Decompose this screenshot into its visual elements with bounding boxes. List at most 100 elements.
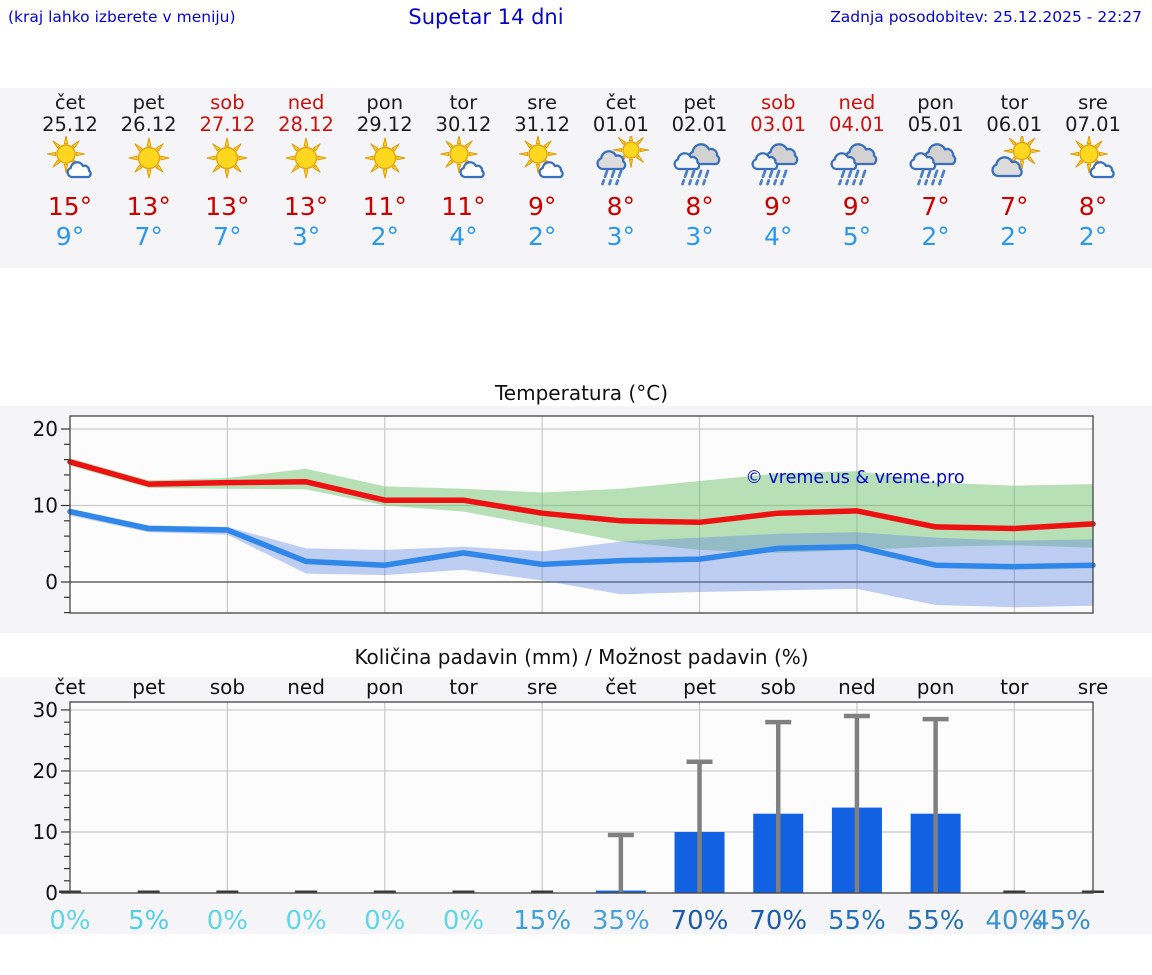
high-temperature: 15°: [47, 192, 93, 221]
rain-icon: [909, 143, 956, 186]
weather-icon-slot: [593, 136, 649, 186]
high-temperature: 11°: [362, 192, 407, 221]
precip-day-label: sob: [210, 677, 245, 699]
precip-day-label: pet: [683, 677, 716, 699]
day-name: pet: [132, 91, 165, 114]
sun-icon: [128, 137, 170, 179]
last-update-label: Zadnja posodobitev: 25.12.2025 - 22:27: [830, 8, 1142, 26]
high-temperature: 13°: [283, 192, 329, 221]
svg-text:30: 30: [33, 698, 58, 722]
precip-probability-label: 70%: [671, 906, 729, 934]
precip-zero-mark: [531, 890, 554, 893]
weather-icon-slot: [1065, 136, 1121, 186]
weather-icon-slot: [278, 136, 334, 186]
low-temperature: 9°: [55, 222, 85, 251]
precip-probability-label: 35%: [592, 906, 650, 934]
weather-icon-slot: [829, 136, 885, 186]
min-temp-line: [67, 508, 1096, 570]
low-temperature: 3°: [685, 222, 714, 251]
precip-probability-label: 55%: [907, 906, 965, 934]
precip-probability-label: 5%: [128, 906, 169, 934]
precip-probability-label: 55%: [828, 906, 886, 934]
day-name: pon: [366, 91, 404, 114]
day-date: 02.01: [671, 113, 728, 136]
weather-icon-slot: [42, 136, 98, 186]
precip-day-label: ned: [287, 677, 325, 699]
precip-day-label: tor: [1000, 677, 1029, 699]
sun-icon: [364, 137, 406, 179]
precip-day-label: pon: [917, 677, 955, 699]
sun-icon: [285, 137, 327, 179]
low-temperature: 2°: [370, 222, 399, 251]
precip-probability-label: 0%: [207, 906, 248, 934]
precip-day-label: sre: [527, 677, 558, 699]
min-temp-range-band: [70, 508, 1093, 608]
low-temperature: 2°: [1000, 222, 1029, 251]
max-temp-line: [67, 459, 1096, 532]
weather-icon-slot: [357, 136, 413, 186]
day-name: tor: [1000, 91, 1029, 114]
precipitation-chart-title: Količina padavin (mm) / Možnost padavin …: [354, 645, 809, 669]
precip-day-label: sob: [761, 677, 796, 699]
day-date: 28.12: [278, 113, 334, 136]
high-temperature: 9°: [842, 192, 872, 221]
day-date: 06.01: [986, 113, 1043, 136]
svg-text:0: 0: [45, 570, 58, 594]
high-temperature: 11°: [441, 192, 486, 221]
svg-text:20: 20: [33, 417, 58, 441]
sun-small-cloud-icon: [519, 136, 564, 179]
svg-text:10: 10: [33, 820, 58, 844]
day-date: 26.12: [120, 113, 177, 136]
watermark-link[interactable]: © vreme.us & vreme.pro: [745, 468, 965, 488]
high-temperature: 8°: [685, 192, 714, 221]
weather-icon-slot: [121, 136, 177, 186]
svg-text:20: 20: [33, 759, 58, 783]
precip-day-label: pet: [132, 677, 165, 699]
day-name: čet: [54, 91, 86, 114]
day-date: 05.01: [907, 113, 964, 136]
day-name: ned: [287, 91, 325, 114]
precip-probability-label: 70%: [749, 906, 807, 934]
precip-day-label: ned: [838, 677, 876, 699]
day-date: 01.01: [592, 113, 649, 136]
high-temperature: 7°: [1000, 192, 1029, 221]
day-name: ned: [838, 91, 876, 114]
low-temperature: 3°: [606, 222, 636, 251]
day-date: 03.01: [750, 113, 807, 136]
day-name: sob: [210, 91, 245, 114]
high-temperature: 9°: [527, 192, 557, 221]
day-date: 31.12: [514, 113, 571, 136]
precip-zero-mark: [137, 890, 160, 893]
weather-icon-slot: [514, 136, 570, 186]
day-name: sre: [527, 91, 558, 114]
sun-small-cloud-icon: [440, 136, 486, 179]
precip-zero-mark: [295, 890, 318, 893]
precipitation-plot: čet pet sob ned pon tor sre čet pet sob ned pon tor s…: [0, 677, 1152, 934]
high-temperature: 8°: [606, 192, 636, 221]
precip-probability-label: 15%: [513, 906, 571, 934]
precip-zero-mark: [373, 890, 396, 893]
weather-icon-slot: [986, 136, 1042, 186]
forecast-strip: čet 25.12 15° 9° pet 26.12 13° 7° sob 27.12 13° 7° n…: [0, 88, 1152, 268]
day-date: 07.01: [1065, 113, 1121, 136]
precip-probability-label: 0%: [443, 906, 484, 934]
max-temp-range-band: [70, 458, 1093, 553]
day-name: tor: [449, 91, 478, 114]
weather-icon-slot: [199, 136, 255, 186]
high-temperature: 8°: [1078, 192, 1108, 221]
precip-probability-label: 45%: [1033, 906, 1091, 934]
weather-icon-slot: [435, 136, 491, 186]
low-temperature: 7°: [134, 222, 163, 251]
page-title: Supetar 14 dni: [408, 5, 564, 29]
precip-day-label: sre: [1078, 677, 1109, 699]
low-temperature: 4°: [449, 222, 478, 251]
precip-day-label: pon: [366, 677, 404, 699]
day-name: čet: [605, 91, 637, 114]
low-temperature: 4°: [764, 222, 793, 251]
precip-probability-label: 0%: [364, 906, 405, 934]
precip-probability-label: 40%: [985, 906, 1043, 934]
day-date: 04.01: [829, 113, 885, 136]
precip-day-label: tor: [449, 677, 478, 699]
day-name: pet: [683, 91, 716, 114]
